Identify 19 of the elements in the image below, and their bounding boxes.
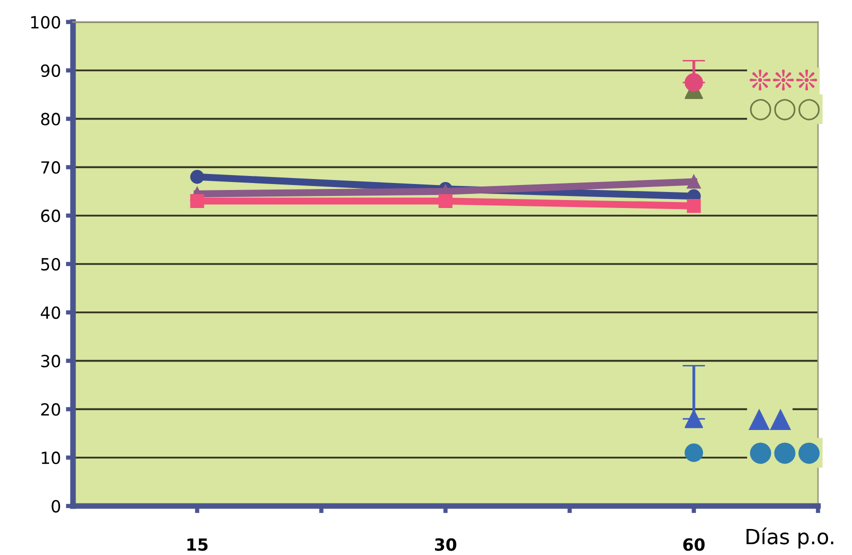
x-tick-label: 30 (435, 538, 456, 551)
x-tick-label: 15 (187, 538, 208, 551)
y-tick-label: 50 (41, 258, 60, 271)
y-tick-label: 40 (40, 306, 60, 319)
y-tick-label: 30 (41, 354, 60, 368)
x-axis-title: Días p.o. (746, 528, 834, 548)
y-tick-label: 80 (41, 112, 60, 126)
y-tick-label: 70 (41, 161, 60, 174)
annotation: ○○○ (750, 98, 820, 120)
annotation: ●●● (750, 442, 820, 464)
y-tick-label: 60 (41, 210, 60, 222)
y-tick-label: 100 (31, 16, 60, 29)
x-tick-label: 60 (683, 538, 705, 551)
y-tick-label: 10 (42, 452, 60, 464)
y-tick-label: 20 (41, 403, 60, 416)
y-tick-label: 0 (52, 500, 60, 513)
annotation: ❊❊❊ (750, 70, 818, 91)
annotation: ▲▲ (748, 408, 792, 430)
y-tick-label: 90 (41, 64, 60, 77)
